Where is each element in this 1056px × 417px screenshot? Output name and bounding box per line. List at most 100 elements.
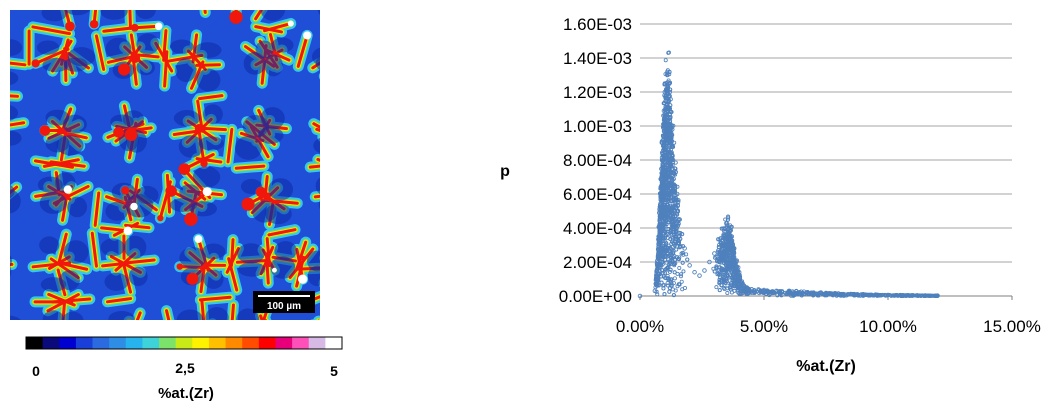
zr-hotspot — [113, 127, 124, 138]
zr-hotspot — [229, 10, 242, 23]
grain-boundary-segment — [0, 333, 19, 343]
zr-hotspot — [329, 201, 337, 209]
grain-boundary-segment — [322, 328, 352, 336]
grain-boundary-segment — [326, 129, 348, 138]
grain-interior — [203, 104, 223, 124]
grain-interior — [100, 2, 128, 20]
grain-boundary-segment — [328, 290, 349, 297]
grain-boundary-segment — [328, 290, 349, 297]
y-tick-label: 1.40E-03 — [563, 49, 632, 68]
grain-boundary-segment — [108, 329, 138, 333]
grain-boundary-segment — [327, 189, 346, 205]
grain-interior — [177, 310, 204, 331]
grain-interior — [193, 166, 220, 187]
grain-interior — [312, 47, 334, 66]
grain-interior — [39, 236, 59, 253]
grain-interior — [136, 60, 155, 75]
zr-hotspot — [125, 128, 138, 141]
grain-boundary-segment — [330, 42, 348, 69]
data-point — [686, 258, 689, 261]
grain-interior — [340, 185, 358, 202]
grain-interior — [318, 2, 344, 19]
zr-hotspot — [90, 20, 99, 29]
zr-hotspot — [65, 21, 75, 31]
scale-bar: 100 µm — [253, 291, 315, 313]
zr-peak-spot — [288, 21, 294, 27]
grain-interior — [136, 33, 159, 54]
data-point — [715, 286, 718, 289]
colorbar-swatch — [209, 337, 226, 349]
x-tick-label: 10.00% — [859, 317, 917, 336]
grain-boundary-segment — [325, 258, 336, 280]
zr-peak-spot — [272, 268, 277, 273]
grain-interior — [67, 197, 87, 218]
zr-hotspot — [320, 30, 333, 43]
data-point — [713, 270, 716, 273]
data-point — [713, 252, 717, 256]
grain-interior — [105, 202, 128, 221]
grain-boundary-segment — [318, 159, 352, 172]
grain-boundary-segment — [331, 35, 343, 68]
grain-boundary-segment — [323, 130, 357, 137]
colorbar-swatch — [259, 337, 276, 349]
grain-boundary-segment — [324, 48, 340, 76]
grain-boundary-segment — [323, 130, 357, 137]
grain-boundary-segment — [0, 333, 19, 343]
grain-boundary-segment — [200, 329, 228, 334]
grain-interior — [328, 110, 347, 131]
grain-interior — [0, 0, 19, 8]
composition-map-panel: 100 µm 0 2,5 5 %at.(Zr) — [0, 0, 360, 412]
grain-interior — [235, 136, 262, 160]
grain-boundary-segment — [335, 52, 360, 63]
grain-boundary-segment — [325, 258, 336, 280]
grain-boundary-segment — [324, 0, 346, 21]
grain-interior — [335, 312, 354, 327]
grain-boundary-segment — [326, 20, 356, 37]
y-tick-label: 0.00E+00 — [559, 287, 632, 306]
colorbar-swatch — [159, 337, 176, 349]
colorbar-tick-max: 5 — [330, 363, 338, 379]
grain-boundary-segment — [333, 266, 356, 270]
colorbar-swatch — [109, 337, 126, 349]
grain-boundary-segment — [329, 250, 331, 273]
grain-interior — [104, 273, 128, 291]
colorbar-swatch — [242, 337, 259, 349]
grain-interior — [205, 307, 228, 329]
grain-boundary-segment — [239, 321, 266, 336]
zr-peak-spot — [130, 203, 138, 211]
grain-boundary-segment — [331, 35, 343, 68]
zr-hotspot — [131, 24, 139, 32]
grain-boundary-segment — [324, 48, 340, 76]
data-point — [688, 264, 692, 268]
grain-boundary-segment — [333, 266, 356, 270]
data-point — [678, 266, 681, 269]
data-point — [733, 289, 736, 292]
grain-boundary-segment — [332, 130, 334, 163]
grain-interior — [42, 4, 68, 21]
grain-boundary-segment — [333, 174, 344, 205]
grain-interior — [322, 306, 342, 321]
grain-interior — [326, 0, 351, 11]
probability-scatter-chart: 0.00E+002.00E-044.00E-046.00E-048.00E-04… — [360, 0, 1056, 412]
zr-peak-spot — [17, 340, 22, 345]
colorbar-tick-mid: 2,5 — [175, 360, 195, 376]
grain-interior — [265, 204, 292, 225]
colorbar — [26, 337, 343, 349]
zr-peak-spot — [195, 235, 203, 243]
grain-boundary-segment — [313, 325, 334, 336]
grain-boundary-segment — [330, 300, 347, 333]
grain-interior — [194, 42, 221, 58]
grain-boundary-segment — [326, 20, 356, 37]
x-axis-tick-labels: 0.00%5.00%10.00%15.00% — [616, 317, 1041, 336]
grain-interior — [0, 261, 11, 283]
grain-interior — [40, 192, 67, 214]
grain-boundary-segment — [330, 42, 348, 69]
y-tick-label: 6.00E-04 — [563, 185, 632, 204]
grain-boundary-segment — [335, 52, 360, 63]
grain-interior — [340, 36, 360, 58]
grain-boundary-segment — [334, 189, 340, 224]
data-point — [672, 282, 675, 285]
grain-boundary-segment — [333, 107, 335, 134]
y-axis-label: p — [500, 163, 510, 180]
grain-interior — [260, 107, 284, 129]
